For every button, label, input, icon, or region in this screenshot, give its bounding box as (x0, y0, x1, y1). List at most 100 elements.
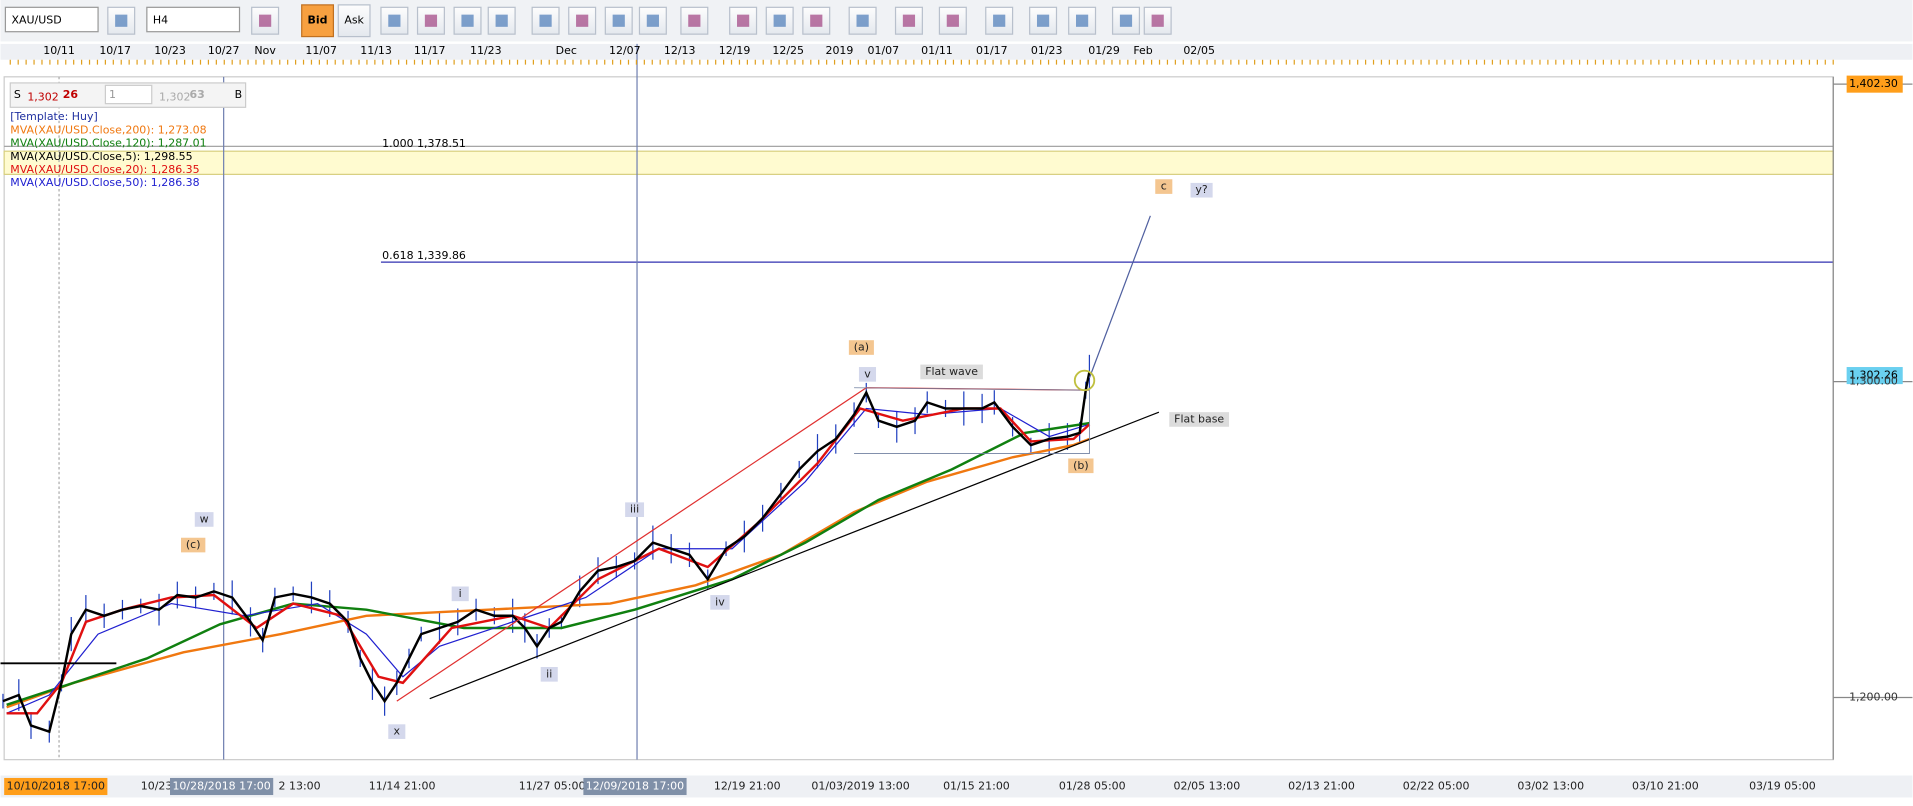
time-label: 12/19 21:00 (714, 779, 781, 792)
wave-label-box (540, 666, 558, 682)
top-axis-label: 12/19 (719, 44, 751, 57)
tool-icon (424, 14, 438, 27)
template: [Template: Huy] (10, 110, 97, 123)
amount: 1 (109, 88, 116, 101)
timeframe-select[interactable] (146, 6, 241, 33)
timeframe: H4 (153, 14, 168, 27)
wave-label: c (1161, 180, 1167, 193)
indicator-legend: MVA(XAU/USD.Close,20): 1,286.35 (10, 163, 199, 176)
top-axis-label: 2019 (825, 44, 853, 57)
flat-box (854, 387, 1090, 455)
top-axis-label: 12/07 (609, 44, 641, 57)
wave-label: y? (1195, 183, 1207, 196)
tool-icon (646, 14, 659, 27)
time-label: 01/28 05:00 (1059, 779, 1126, 792)
time-label: 03/19 05:00 (1749, 779, 1816, 792)
time-label: 10/28/2018 17:00 (172, 779, 270, 792)
top-axis-label: 11/17 (414, 44, 446, 57)
tool-button[interactable] (1029, 6, 1058, 35)
top-axis-label: 01/29 (1088, 44, 1120, 57)
wave-label: (c) (186, 538, 201, 551)
time-tag (583, 777, 687, 796)
top-axis-label: 12/25 (772, 44, 804, 57)
wave-label-box (181, 537, 206, 553)
ma-120 (6, 421, 1090, 706)
trendline (429, 411, 1160, 700)
top-axis-label: Nov (254, 44, 276, 57)
tool-icon (495, 14, 508, 27)
price-label: 1,300.00 (1849, 375, 1898, 388)
top-axis-label: 01/11 (921, 44, 953, 57)
time-label: 01/15 21:00 (943, 779, 1010, 792)
tool-icon (576, 14, 589, 27)
symbol-select[interactable] (4, 6, 99, 33)
indicator-legend: MVA(XAU/USD.Close,5): 1,298.55 (10, 150, 192, 163)
top-axis-label: 10/11 (43, 44, 75, 57)
ma-5 (2, 371, 1091, 734)
top-axis-label: 01/07 (868, 44, 900, 57)
tool-icon (688, 14, 701, 27)
fib-label: 1.000 1,378.51 (382, 137, 466, 150)
price-label: 1,402.30 (1849, 77, 1898, 90)
tool-icon (1036, 14, 1050, 27)
buy-pips: 63 (190, 88, 205, 101)
top-axis-label: 12/13 (664, 44, 696, 57)
indicator-legend: MVA(XAU/USD.Close,50): 1,286.38 (10, 176, 199, 189)
marker (1073, 369, 1096, 392)
wave-label: iv (715, 595, 725, 608)
tool-icon (461, 14, 474, 27)
wave-label: Flat wave (925, 365, 978, 378)
tool-icon (773, 14, 786, 27)
ask-button[interactable] (337, 4, 371, 38)
price-tag (1846, 367, 1903, 385)
wave-label-box (1190, 182, 1213, 198)
tool-icon (993, 14, 1006, 27)
tool-icon (539, 14, 552, 27)
bottom-axis (0, 775, 1913, 798)
top-axis-label: 02/05 (1183, 44, 1215, 57)
buy-label: B (235, 88, 243, 101)
top-axis-label: 10/23 (154, 44, 186, 57)
wave-label-box (1155, 179, 1173, 194)
time-label: 2 13:00 (279, 779, 321, 792)
time-tag (4, 777, 108, 796)
wave-label: (a) (854, 341, 869, 354)
sell-label: S (14, 88, 21, 101)
top-axis (0, 43, 1913, 60)
time-label: 02/22 05:00 (1403, 779, 1470, 792)
wave-label: x (394, 725, 401, 738)
time-label: 01/03/2019 13:00 (811, 779, 909, 792)
indicator-legend: MVA(XAU/USD.Close,200): 1,273.08 (10, 123, 206, 136)
buy-price: 1,302 (159, 91, 190, 104)
top-axis-label: Dec (556, 44, 577, 57)
fib-label: 0.618 1,339.86 (382, 249, 466, 262)
tool-icon (810, 14, 823, 27)
time-label: 11/14 21:00 (369, 779, 436, 792)
wave-label-box (194, 512, 214, 527)
tool-icon (115, 14, 128, 27)
time-label: 11/27 05:00 (519, 779, 586, 792)
price-label: 1,200.00 (1849, 690, 1898, 703)
wave-label-box (920, 364, 983, 380)
top-axis-label: 10/17 (99, 44, 131, 57)
tool-icon (612, 14, 625, 27)
time-label: 02/13 21:00 (1288, 779, 1355, 792)
time-label: 03/10 21:00 (1632, 779, 1699, 792)
amount-input[interactable] (104, 84, 153, 105)
bid-button[interactable] (301, 4, 335, 38)
wave-label: iii (630, 503, 639, 516)
sell-price: 1,302 (27, 91, 58, 104)
symbol: XAU/USD (11, 14, 61, 27)
wave-label: w (200, 512, 209, 525)
top-axis-label: 11/13 (360, 44, 392, 57)
bid: Bid (308, 14, 328, 27)
wave-label: Flat base (1174, 412, 1224, 425)
wave-label: ii (546, 667, 552, 680)
price-tag (1846, 75, 1903, 93)
tool-icon (259, 14, 272, 27)
tool-icon (946, 14, 959, 27)
top-axis-label: Feb (1133, 44, 1152, 57)
wave-label: (b) (1073, 459, 1089, 472)
